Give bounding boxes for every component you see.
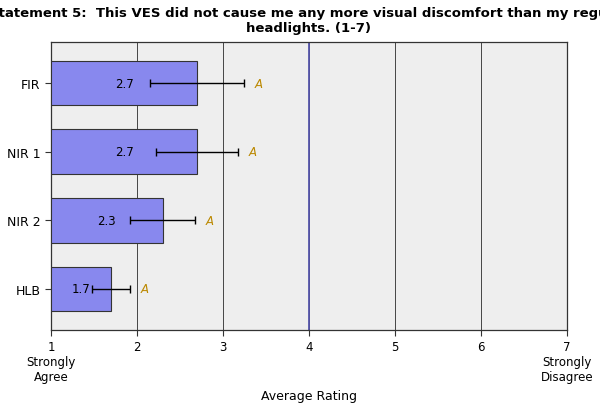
Text: A: A	[255, 78, 263, 90]
X-axis label: Average Rating: Average Rating	[261, 389, 357, 402]
Text: A: A	[248, 146, 257, 159]
Text: 2.3: 2.3	[98, 214, 116, 227]
Text: 2.7: 2.7	[115, 78, 133, 90]
Text: A: A	[206, 214, 214, 227]
Text: A: A	[140, 283, 148, 296]
Text: 2.7: 2.7	[115, 146, 133, 159]
Bar	[51, 62, 197, 106]
Title: Statement 5:  This VES did not cause me any more visual discomfort than my regul: Statement 5: This VES did not cause me a…	[0, 7, 600, 35]
Bar	[51, 130, 197, 175]
Text: 1.7: 1.7	[71, 283, 91, 296]
Bar	[51, 267, 111, 312]
Bar	[51, 199, 163, 243]
